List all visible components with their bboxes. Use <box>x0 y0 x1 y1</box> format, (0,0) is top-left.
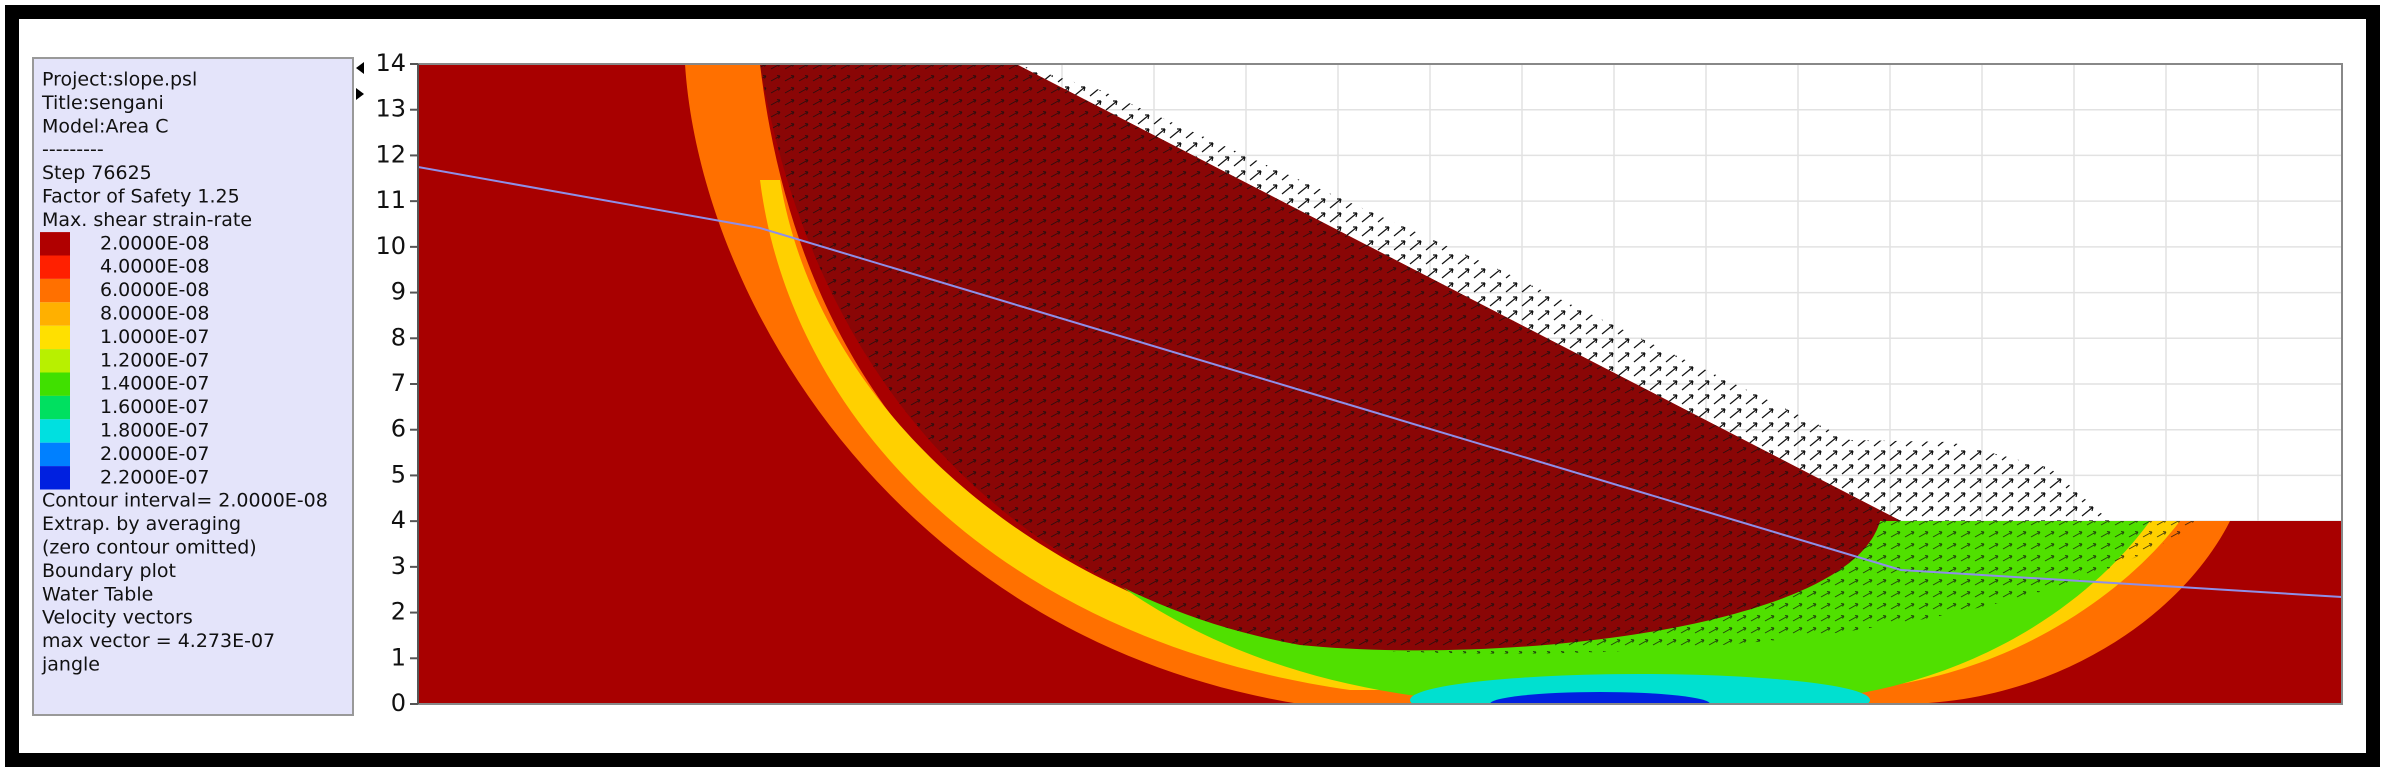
legend-level: 1.8000E-07 <box>100 420 210 442</box>
velocity-vectors <box>760 64 2200 654</box>
legend-level: 2.0000E-07 <box>100 443 210 465</box>
legend-text: Contour interval= 2.0000E-08 <box>42 490 328 512</box>
y-tick-label: 7 <box>391 369 406 397</box>
legend-swatch <box>40 442 70 467</box>
water-table <box>418 166 2342 598</box>
legend-level: 1.6000E-07 <box>100 396 210 418</box>
y-tick-label: 10 <box>375 232 406 260</box>
legend-text: max vector = 4.273E-07 <box>42 630 275 652</box>
legend-swatch <box>40 466 70 490</box>
legend-text: Max. shear strain-rate <box>42 209 252 231</box>
legend-text: Factor of Safety 1.25 <box>42 186 240 208</box>
legend-swatch <box>40 302 70 326</box>
y-tick-label: 12 <box>375 140 406 168</box>
legend-text: Title:sengani <box>41 92 164 114</box>
legend-swatch <box>40 419 70 443</box>
y-tick-label: 8 <box>391 323 406 351</box>
panel-arrows <box>356 62 364 100</box>
legend-text: Extrap. by averaging <box>42 513 241 535</box>
legend-text: Model:Area C <box>42 115 168 137</box>
y-tick-label: 4 <box>391 506 406 534</box>
y-tick-label: 2 <box>391 598 406 626</box>
legend-level: 2.0000E-08 <box>100 232 210 254</box>
y-tick-label: 14 <box>375 49 406 77</box>
band-blue <box>1490 692 1710 704</box>
plot <box>418 64 2342 704</box>
legend-level: 6.0000E-08 <box>100 279 210 301</box>
y-tick-label: 3 <box>391 552 406 580</box>
legend-text: Boundary plot <box>42 560 176 582</box>
legend-text: Project:slope.psl <box>42 69 197 91</box>
legend-text: Water Table <box>42 583 153 605</box>
legend-level: 4.0000E-08 <box>100 256 210 278</box>
legend-text: Step 76625 <box>42 162 152 184</box>
legend-swatch <box>40 372 70 396</box>
legend-text: (zero contour omitted) <box>42 537 257 559</box>
legend-swatch <box>40 349 70 373</box>
legend-swatch <box>40 255 70 279</box>
velocity-vectors-face <box>1016 64 2110 521</box>
legend-level: 8.0000E-08 <box>100 303 210 325</box>
y-tick-label: 5 <box>391 460 406 488</box>
legend-text: Velocity vectors <box>42 607 193 629</box>
legend-level: 2.2000E-07 <box>100 466 210 488</box>
band-orange <box>685 64 2230 704</box>
y-tick-label: 11 <box>375 186 406 214</box>
legend-level: 1.4000E-07 <box>100 373 210 395</box>
y-tick-label: 9 <box>391 278 406 306</box>
legend-level: 1.0000E-07 <box>100 326 210 348</box>
legend-swatch <box>40 325 70 350</box>
y-tick-label: 1 <box>391 643 406 671</box>
legend-panel <box>32 57 354 716</box>
legend-swatch <box>40 278 70 303</box>
y-tick-label: 6 <box>391 415 406 443</box>
legend-level: 1.2000E-07 <box>100 349 210 371</box>
legend-text: jangle <box>41 654 100 676</box>
y-tick-label: 13 <box>375 95 406 123</box>
legend-text: --------- <box>42 139 104 161</box>
legend-swatch <box>40 395 70 420</box>
y-tick-label: 0 <box>391 689 406 717</box>
legend-swatch <box>40 232 70 256</box>
